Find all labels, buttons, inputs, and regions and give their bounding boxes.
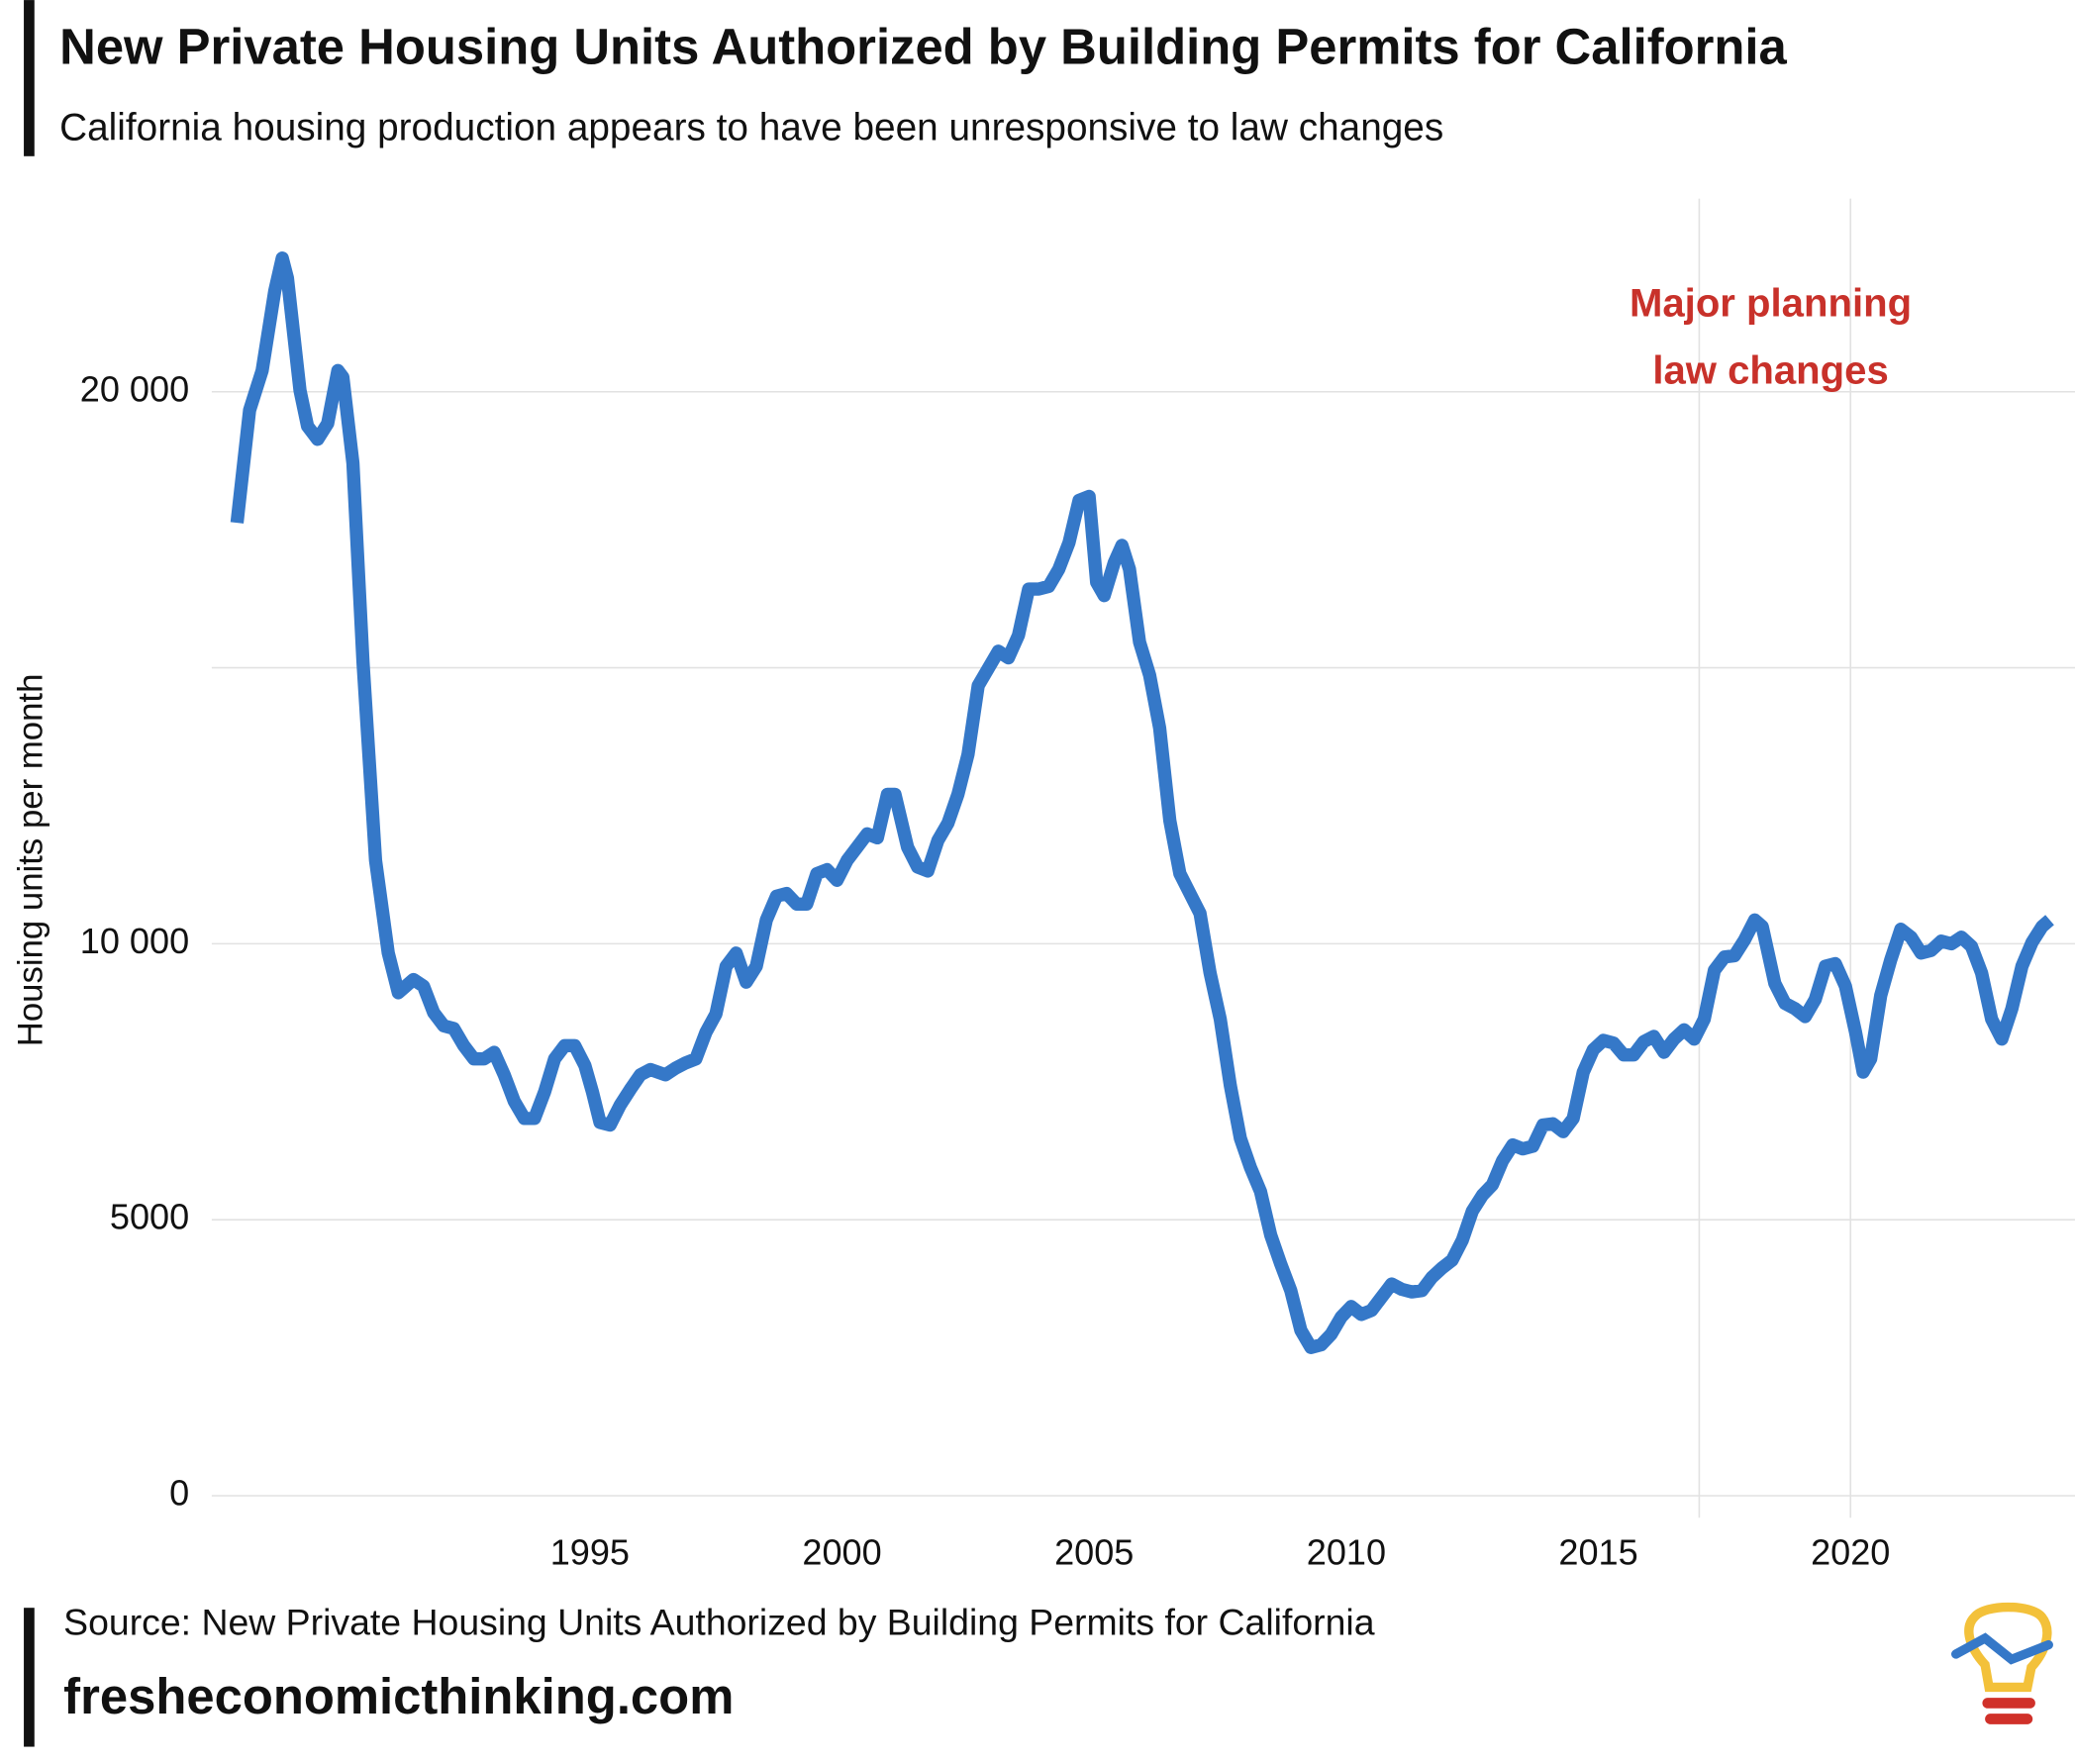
footer-bar: [24, 1608, 35, 1747]
logo-bulb: [1964, 1602, 2052, 1693]
source: Source: New Private Housing Units Author…: [63, 1601, 1375, 1642]
logo-line: [1951, 1632, 2053, 1665]
x-tick-label: 2015: [1558, 1531, 1637, 1572]
y-axis-label: Housing units per month: [13, 674, 50, 1047]
x-tick-label: 2020: [1811, 1531, 1890, 1572]
y-tick-label: 5000: [110, 1197, 189, 1237]
logo-base: [1982, 1698, 2035, 1724]
data-line: [230, 251, 2054, 1354]
y-tick-label: 10 000: [80, 921, 189, 961]
x-tick-label: 2000: [802, 1531, 881, 1572]
x-tick-label: 2005: [1054, 1531, 1134, 1572]
logo: [1951, 1602, 2053, 1724]
site: fresheconomicthinking.com: [63, 1668, 734, 1724]
x-tick-label: 2010: [1307, 1531, 1386, 1572]
annotation: Major planning: [1630, 281, 1912, 325]
y-tick-label: 0: [169, 1473, 189, 1514]
title-bar: [24, 0, 35, 156]
annotation: law changes: [1652, 349, 1888, 393]
x-tick-label: 1995: [550, 1531, 630, 1572]
chart-subtitle: California housing production appears to…: [59, 106, 1443, 148]
y-tick-label: 20 000: [80, 368, 189, 409]
chart-title: New Private Housing Units Authorized by …: [59, 18, 1787, 74]
